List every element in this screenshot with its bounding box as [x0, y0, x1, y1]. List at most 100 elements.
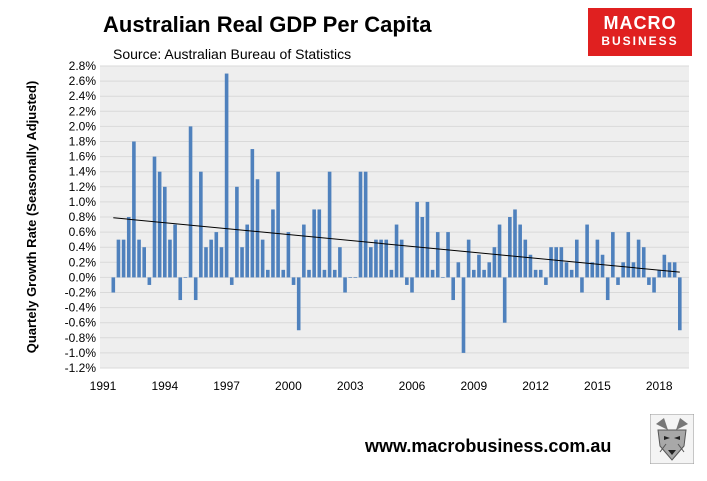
- bar: [327, 171, 332, 278]
- bar: [152, 156, 157, 278]
- bar: [461, 277, 466, 353]
- bar: [245, 224, 249, 278]
- bar: [600, 254, 605, 278]
- bar: [626, 232, 631, 278]
- bar: [358, 171, 363, 278]
- bar: [348, 277, 352, 278]
- bar: [533, 269, 538, 278]
- bar: [451, 277, 455, 301]
- bar: [183, 277, 188, 278]
- x-tick-label: 1997: [213, 379, 240, 393]
- x-tick-label: 2003: [337, 379, 364, 393]
- bar: [631, 262, 636, 278]
- bar: [178, 277, 183, 301]
- y-tick-label: 1.4%: [69, 165, 97, 179]
- bar: [482, 269, 486, 278]
- bar: [250, 149, 255, 278]
- bar: [188, 126, 193, 278]
- bar: [538, 269, 543, 278]
- bar: [410, 277, 414, 293]
- x-tick-label: 1994: [151, 379, 178, 393]
- bar: [384, 239, 389, 278]
- y-tick-label: 1.2%: [69, 180, 97, 194]
- bar: [611, 232, 615, 278]
- bar: [229, 277, 234, 285]
- y-tick-label: 1.8%: [69, 135, 97, 149]
- y-tick-label: 0.6%: [69, 225, 97, 239]
- bar: [126, 217, 131, 278]
- bar: [353, 277, 358, 278]
- x-tick-label: 1991: [90, 379, 117, 393]
- bar: [605, 277, 610, 301]
- bar: [374, 239, 378, 278]
- wolf-icon: [650, 414, 694, 464]
- bar: [585, 224, 589, 278]
- bar: [472, 269, 476, 278]
- macrobusiness-logo: MACRO BUSINESS: [588, 8, 692, 56]
- y-tick-label: -0.8%: [65, 331, 97, 345]
- bar: [132, 141, 136, 278]
- trendline: [113, 217, 680, 273]
- chart-title: Australian Real GDP Per Capita: [103, 12, 432, 37]
- bar: [147, 277, 152, 285]
- bar: [281, 269, 286, 278]
- bar: [394, 224, 399, 278]
- bar: [513, 209, 517, 278]
- x-tick-label: 2000: [275, 379, 302, 393]
- bar: [266, 269, 270, 278]
- x-tick-label: 2015: [584, 379, 611, 393]
- bar: [224, 73, 229, 278]
- y-tick-label: -1.0%: [65, 346, 97, 360]
- bar: [549, 247, 553, 278]
- x-axis: 1991 1994 1997 2000 2003 2006 2009 2012 2015 2018: [90, 379, 673, 393]
- y-axis-label: Quartely Growth Rate (Seasonally Adjuste…: [24, 81, 39, 354]
- bar: [363, 171, 368, 278]
- y-tick-label: 2.8%: [69, 59, 97, 73]
- bar: [121, 239, 126, 278]
- bar: [446, 232, 450, 278]
- y-tick-label: 0.2%: [69, 255, 97, 269]
- bar: [286, 232, 291, 278]
- bar: [369, 247, 373, 278]
- y-tick-label: 2.0%: [69, 119, 97, 133]
- bar: [235, 186, 239, 278]
- bar: [554, 247, 558, 278]
- bar: [168, 239, 172, 278]
- bar: [425, 201, 430, 278]
- y-tick-label: -1.2%: [65, 361, 97, 375]
- x-tick-label: 2018: [646, 379, 673, 393]
- bar: [466, 239, 471, 278]
- bar: [343, 277, 347, 293]
- bar: [435, 232, 440, 278]
- x-tick-label: 2012: [522, 379, 549, 393]
- bar: [667, 262, 672, 278]
- website-url: www.macrobusiness.com.au: [365, 436, 612, 456]
- bar: [672, 262, 677, 278]
- bar: [389, 269, 394, 278]
- bar: [338, 247, 342, 278]
- bar: [199, 171, 203, 278]
- bar: [204, 247, 208, 278]
- y-tick-label: 2.6%: [69, 74, 97, 88]
- bar: [441, 277, 445, 278]
- gridlines: [100, 65, 689, 369]
- y-tick-label: -0.4%: [65, 301, 97, 315]
- bar: [332, 269, 337, 278]
- bar: [636, 239, 641, 278]
- bar: [322, 269, 327, 278]
- bar: [652, 277, 656, 293]
- bar: [137, 239, 141, 278]
- bar: [487, 262, 492, 278]
- bar: [523, 239, 528, 278]
- bar: [173, 224, 177, 278]
- bar: [240, 247, 244, 278]
- bar: [111, 277, 116, 293]
- bar: [271, 209, 275, 278]
- bar: [657, 269, 661, 278]
- bar: [312, 209, 316, 278]
- bar: [575, 239, 579, 278]
- bar: [518, 224, 522, 278]
- bar: [595, 239, 600, 278]
- bar: [616, 277, 620, 285]
- y-axis: 2.8%2.6%2.4%2.2%2.0% 1.8%1.6%1.4%1.2%1.0%…: [65, 59, 97, 375]
